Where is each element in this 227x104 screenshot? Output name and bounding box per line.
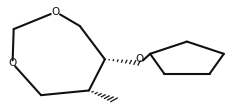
Text: O: O — [52, 7, 60, 17]
Text: O: O — [134, 54, 143, 64]
Text: O: O — [8, 58, 17, 68]
